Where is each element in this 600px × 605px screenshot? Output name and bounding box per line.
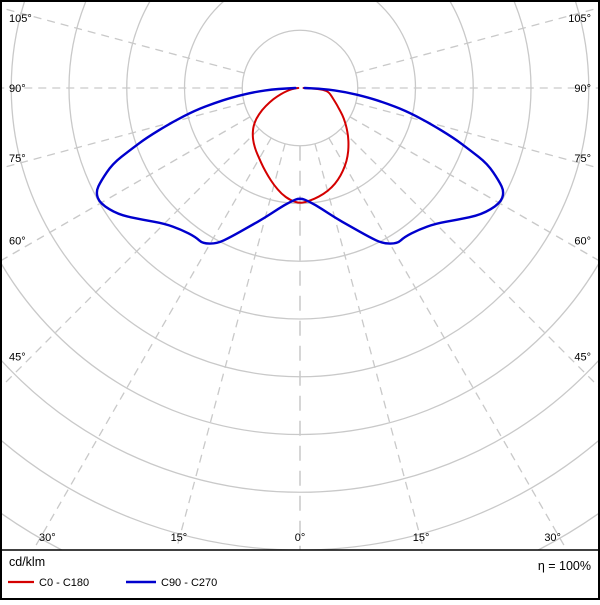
- grid-spoke: [2, 7, 245, 74]
- angle-label: 60°: [9, 236, 26, 248]
- legend-label-c90-c270: C90 - C270: [161, 577, 217, 589]
- angle-label: 15°: [413, 532, 430, 544]
- grid-spoke: [355, 7, 598, 74]
- grid-spoke: [2, 102, 245, 169]
- angle-label: 75°: [574, 153, 591, 165]
- grid-spoke: [355, 102, 598, 169]
- efficiency-label: η = 100%: [538, 559, 591, 573]
- curves-layer: [95, 86, 505, 245]
- grid-circle: [2, 360, 598, 493]
- grid-spoke: [32, 137, 272, 550]
- grid-spoke: [314, 143, 425, 550]
- angle-label: 105°: [9, 13, 32, 25]
- angle-label: 0°: [295, 532, 306, 544]
- curve-c0-c180: [251, 87, 350, 204]
- grid-spoke: [349, 116, 598, 261]
- grid-spoke: [328, 137, 568, 550]
- angle-label: 90°: [574, 83, 591, 95]
- angle-label: 105°: [568, 13, 591, 25]
- grid-spoke: [2, 116, 251, 261]
- curve-c90-c270: [95, 86, 505, 245]
- angle-label: 15°: [171, 532, 188, 544]
- legend-label-c0-c180: C0 - C180: [39, 577, 89, 589]
- angle-labels-layer: 105° 105° 90° 90° 75° 75° 60° 60° 45° 45° 30° 15° 0°…: [9, 13, 591, 544]
- unit-label: cd/klm: [9, 555, 45, 569]
- angle-label: 60°: [574, 236, 591, 248]
- angle-label: 30°: [39, 532, 56, 544]
- grid-spoke: [2, 128, 260, 387]
- angle-label: 45°: [9, 351, 26, 363]
- grid-spoke: [175, 143, 286, 550]
- angle-label: 30°: [544, 532, 561, 544]
- angle-label: 45°: [574, 351, 591, 363]
- grid-spoke: [340, 128, 598, 387]
- angle-label: 75°: [9, 153, 26, 165]
- angle-label: 90°: [9, 83, 26, 95]
